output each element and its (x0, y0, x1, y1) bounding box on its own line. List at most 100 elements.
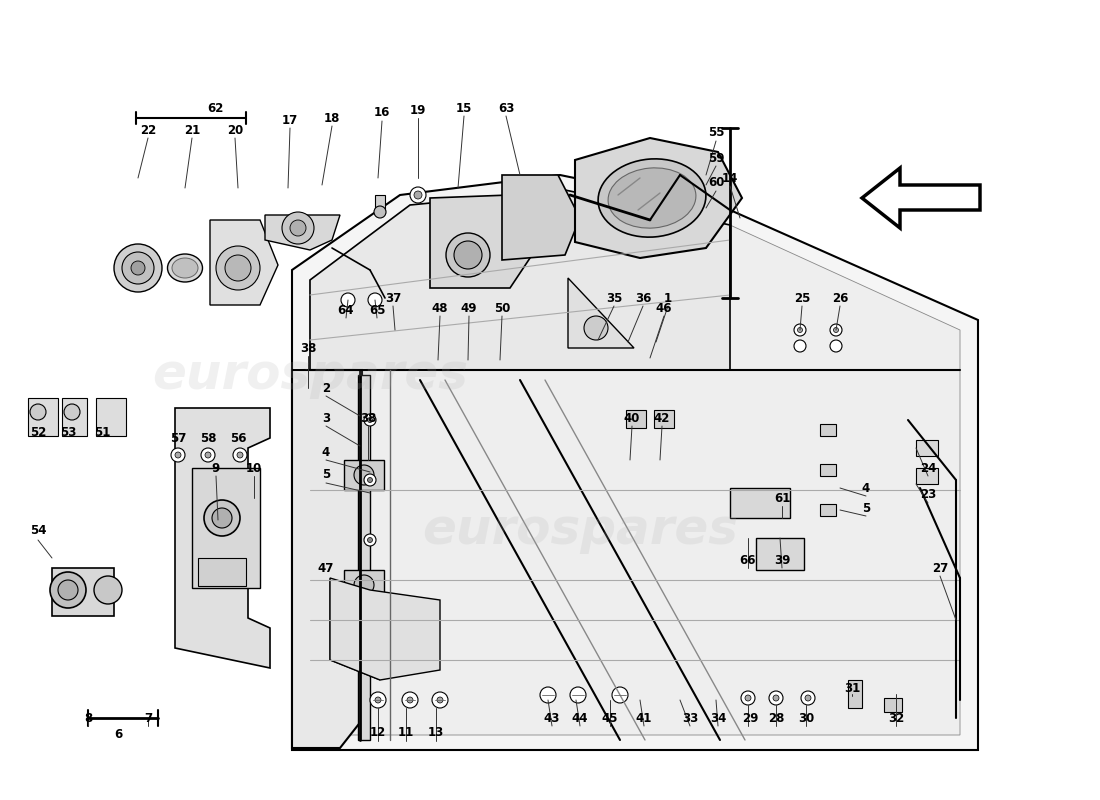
Circle shape (282, 212, 314, 244)
Text: 10: 10 (246, 462, 262, 474)
Ellipse shape (172, 258, 198, 278)
Text: 16: 16 (374, 106, 390, 119)
Ellipse shape (608, 168, 696, 228)
Circle shape (407, 697, 412, 703)
Circle shape (233, 448, 248, 462)
Polygon shape (568, 278, 634, 348)
Circle shape (175, 452, 182, 458)
Text: 24: 24 (920, 462, 936, 474)
Circle shape (290, 220, 306, 236)
Polygon shape (862, 168, 980, 228)
Circle shape (64, 404, 80, 420)
Text: eurospares: eurospares (422, 506, 738, 554)
Text: 60: 60 (707, 177, 724, 190)
Bar (192, 468, 260, 588)
Text: 9: 9 (212, 462, 220, 474)
Text: 53: 53 (59, 426, 76, 438)
Circle shape (769, 691, 783, 705)
Text: 26: 26 (832, 291, 848, 305)
Circle shape (364, 594, 376, 606)
Polygon shape (502, 175, 580, 260)
Text: 62: 62 (207, 102, 223, 114)
Circle shape (122, 252, 154, 284)
Circle shape (375, 697, 381, 703)
Text: 21: 21 (184, 123, 200, 137)
Polygon shape (175, 408, 270, 668)
Polygon shape (575, 138, 743, 258)
Text: 51: 51 (94, 426, 110, 438)
Bar (820, 504, 836, 516)
Text: 7: 7 (144, 711, 152, 725)
Bar (916, 440, 938, 456)
Bar (344, 570, 384, 600)
Text: 33: 33 (682, 711, 698, 725)
Bar (848, 680, 862, 708)
Circle shape (584, 316, 608, 340)
Polygon shape (330, 580, 380, 680)
Circle shape (226, 255, 251, 281)
Text: 41: 41 (636, 711, 652, 725)
Circle shape (354, 465, 374, 485)
Circle shape (364, 414, 376, 426)
Circle shape (794, 324, 806, 336)
Circle shape (204, 500, 240, 536)
Circle shape (830, 340, 842, 352)
Polygon shape (210, 220, 278, 305)
Text: 22: 22 (140, 123, 156, 137)
Text: 35: 35 (606, 291, 623, 305)
Text: 61: 61 (773, 491, 790, 505)
Text: 6: 6 (114, 729, 122, 742)
Circle shape (212, 508, 232, 528)
Circle shape (437, 697, 443, 703)
Circle shape (446, 233, 490, 277)
Text: 37: 37 (385, 291, 402, 305)
Circle shape (370, 692, 386, 708)
Bar (820, 464, 836, 476)
Text: 3: 3 (322, 411, 330, 425)
Polygon shape (330, 578, 440, 680)
Text: 20: 20 (227, 123, 243, 137)
Text: 29: 29 (741, 711, 758, 725)
Text: 19: 19 (410, 103, 426, 117)
Text: 34: 34 (710, 711, 726, 725)
Text: 31: 31 (844, 682, 860, 694)
Circle shape (367, 658, 373, 662)
Text: 64: 64 (338, 303, 354, 317)
Bar (884, 698, 902, 712)
Text: 28: 28 (768, 711, 784, 725)
Circle shape (612, 687, 628, 703)
Circle shape (745, 695, 751, 701)
Circle shape (354, 575, 374, 595)
Circle shape (454, 241, 482, 269)
Text: 18: 18 (323, 111, 340, 125)
Text: 39: 39 (773, 554, 790, 566)
Text: 63: 63 (498, 102, 514, 114)
Text: 43: 43 (543, 711, 560, 725)
Bar (358, 375, 370, 740)
Text: 30: 30 (798, 711, 814, 725)
Circle shape (131, 261, 145, 275)
Bar (916, 468, 938, 484)
Circle shape (30, 404, 46, 420)
Circle shape (798, 327, 803, 333)
Circle shape (364, 654, 376, 666)
Text: 1: 1 (664, 291, 672, 305)
Text: 42: 42 (653, 411, 670, 425)
Bar (96, 398, 126, 436)
Bar (62, 398, 87, 436)
Bar (28, 398, 58, 436)
Circle shape (741, 691, 755, 705)
Text: 38: 38 (360, 411, 376, 425)
Circle shape (410, 187, 426, 203)
Text: 8: 8 (84, 711, 92, 725)
Circle shape (114, 244, 162, 292)
Text: 4: 4 (862, 482, 870, 494)
Text: 11: 11 (398, 726, 414, 739)
Circle shape (432, 692, 448, 708)
Text: 49: 49 (461, 302, 477, 314)
Text: 36: 36 (635, 291, 651, 305)
Circle shape (801, 691, 815, 705)
Bar (375, 195, 385, 213)
Text: 27: 27 (932, 562, 948, 574)
Text: 46: 46 (656, 302, 672, 314)
